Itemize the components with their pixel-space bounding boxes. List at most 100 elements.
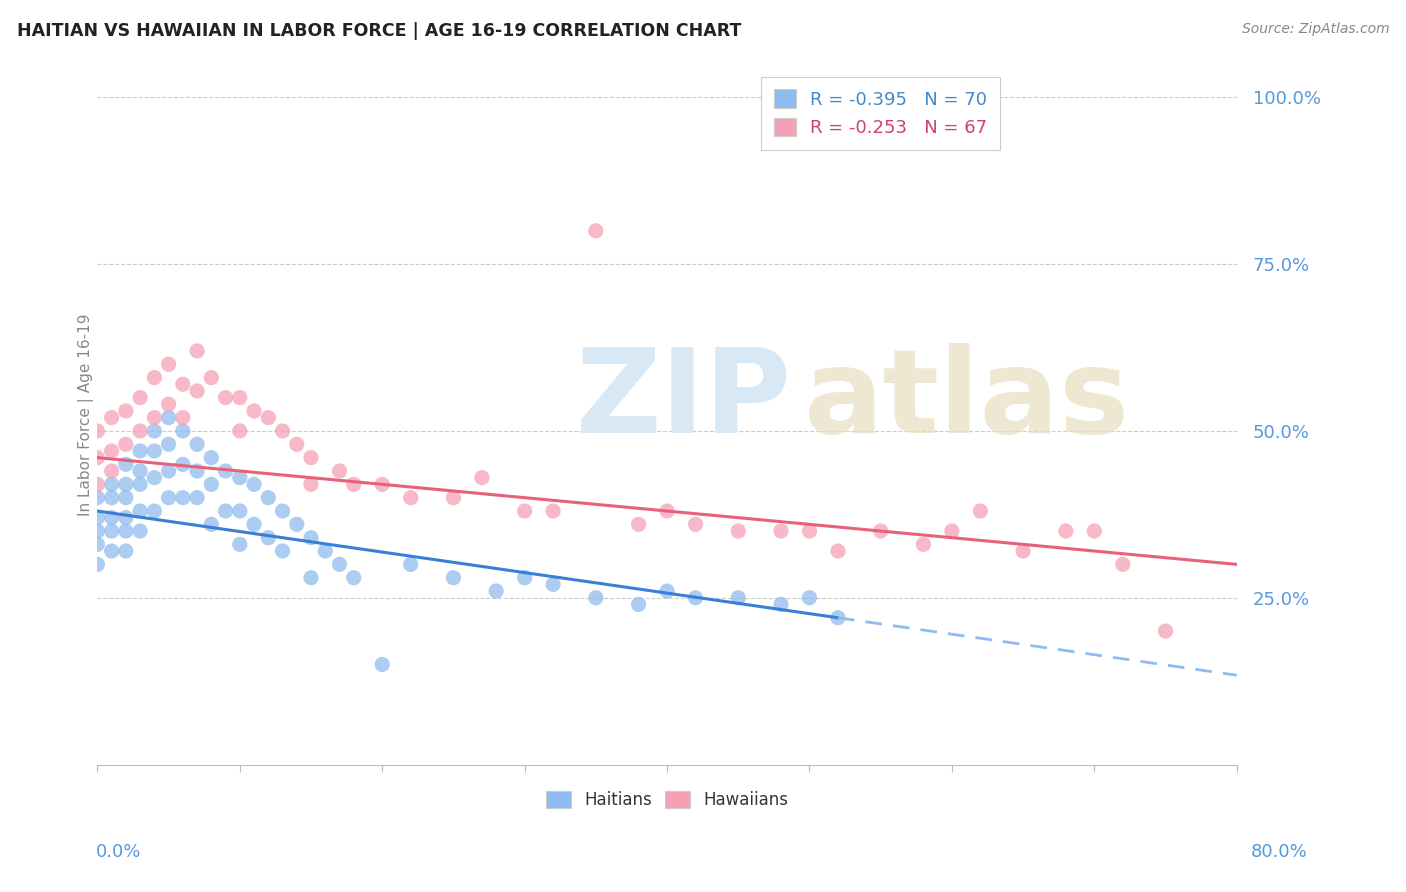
- Point: [328, 558, 350, 572]
- Point: [399, 558, 422, 572]
- Point: [685, 591, 707, 605]
- Point: [513, 571, 536, 585]
- Point: [115, 404, 138, 418]
- Point: [172, 410, 194, 425]
- Point: [769, 524, 792, 538]
- Point: [172, 377, 194, 392]
- Point: [172, 491, 194, 505]
- Point: [115, 458, 138, 472]
- Text: Source: ZipAtlas.com: Source: ZipAtlas.com: [1241, 22, 1389, 37]
- Point: [200, 477, 222, 491]
- Point: [585, 224, 607, 238]
- Point: [229, 391, 252, 405]
- Point: [186, 343, 208, 358]
- Point: [441, 571, 464, 585]
- Point: [271, 504, 294, 518]
- Point: [769, 598, 792, 612]
- Point: [86, 491, 108, 505]
- Point: [1154, 624, 1177, 639]
- Point: [799, 524, 821, 538]
- Point: [299, 450, 322, 465]
- Point: [143, 424, 166, 438]
- Point: [1083, 524, 1105, 538]
- Point: [143, 470, 166, 484]
- Point: [100, 444, 122, 458]
- Point: [129, 444, 152, 458]
- Text: HAITIAN VS HAWAIIAN IN LABOR FORCE | AGE 16-19 CORRELATION CHART: HAITIAN VS HAWAIIAN IN LABOR FORCE | AGE…: [17, 22, 741, 40]
- Point: [186, 384, 208, 398]
- Point: [799, 591, 821, 605]
- Point: [129, 391, 152, 405]
- Point: [100, 544, 122, 558]
- Point: [627, 517, 650, 532]
- Point: [186, 437, 208, 451]
- Point: [200, 370, 222, 384]
- Point: [86, 537, 108, 551]
- Point: [827, 544, 849, 558]
- Point: [969, 504, 991, 518]
- Point: [115, 510, 138, 524]
- Point: [86, 450, 108, 465]
- Point: [157, 437, 180, 451]
- Point: [541, 504, 564, 518]
- Point: [86, 510, 108, 524]
- Point: [143, 444, 166, 458]
- Point: [100, 491, 122, 505]
- Point: [243, 477, 266, 491]
- Point: [243, 517, 266, 532]
- Point: [441, 491, 464, 505]
- Point: [541, 577, 564, 591]
- Point: [343, 571, 366, 585]
- Point: [186, 491, 208, 505]
- Point: [243, 404, 266, 418]
- Point: [727, 524, 749, 538]
- Point: [869, 524, 891, 538]
- Legend: Haitians, Hawaiians: Haitians, Hawaiians: [538, 784, 796, 815]
- Point: [157, 410, 180, 425]
- Point: [129, 504, 152, 518]
- Point: [371, 477, 394, 491]
- Point: [257, 491, 280, 505]
- Point: [143, 504, 166, 518]
- Point: [299, 531, 322, 545]
- Point: [371, 657, 394, 672]
- Point: [100, 464, 122, 478]
- Point: [827, 611, 849, 625]
- Point: [229, 504, 252, 518]
- Point: [100, 410, 122, 425]
- Point: [485, 584, 508, 599]
- Y-axis label: In Labor Force | Age 16-19: In Labor Force | Age 16-19: [79, 313, 94, 516]
- Point: [1012, 544, 1035, 558]
- Point: [285, 437, 308, 451]
- Point: [186, 464, 208, 478]
- Point: [1054, 524, 1077, 538]
- Point: [129, 477, 152, 491]
- Point: [1112, 558, 1135, 572]
- Point: [200, 450, 222, 465]
- Point: [157, 397, 180, 411]
- Point: [115, 477, 138, 491]
- Point: [129, 524, 152, 538]
- Point: [115, 437, 138, 451]
- Point: [157, 357, 180, 371]
- Point: [299, 477, 322, 491]
- Point: [314, 544, 336, 558]
- Point: [115, 491, 138, 505]
- Point: [214, 504, 236, 518]
- Point: [299, 571, 322, 585]
- Point: [655, 504, 678, 518]
- Text: 80.0%: 80.0%: [1251, 843, 1308, 861]
- Point: [285, 517, 308, 532]
- Point: [229, 470, 252, 484]
- Point: [129, 464, 152, 478]
- Point: [100, 510, 122, 524]
- Point: [115, 544, 138, 558]
- Point: [86, 424, 108, 438]
- Point: [157, 491, 180, 505]
- Point: [585, 591, 607, 605]
- Point: [214, 464, 236, 478]
- Point: [143, 370, 166, 384]
- Point: [214, 391, 236, 405]
- Point: [655, 584, 678, 599]
- Point: [129, 424, 152, 438]
